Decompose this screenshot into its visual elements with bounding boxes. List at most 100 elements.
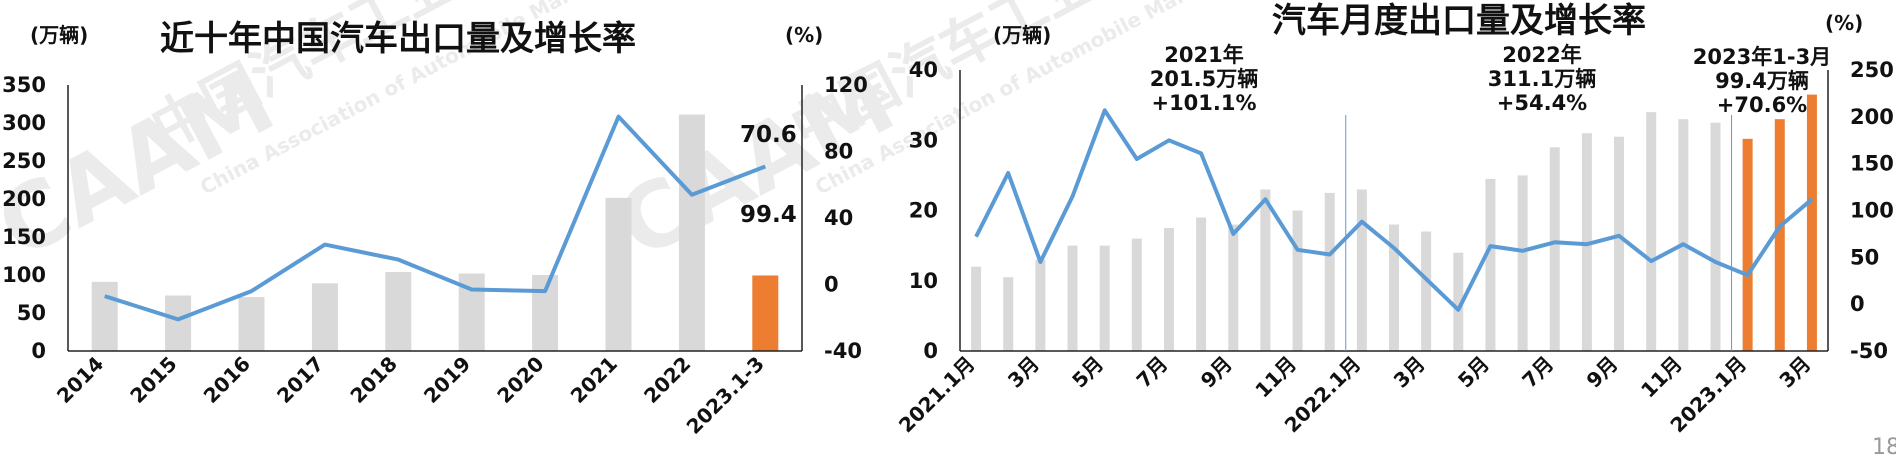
right-tick-label: 40 (824, 206, 853, 230)
bar (1324, 192, 1335, 351)
category-tick-label: 2020 (492, 352, 548, 408)
bar (971, 266, 982, 351)
chart2-right-unit: (%) (1825, 11, 1863, 35)
left-tick-label: 250 (2, 149, 46, 173)
bar (1035, 259, 1046, 351)
chart1-label-volume: 99.4 (740, 202, 797, 228)
category-tick-label: 9月 (1196, 352, 1237, 393)
left-tick-label: 50 (17, 301, 46, 325)
category-tick-label: 7月 (1517, 352, 1558, 393)
left-tick-label: 20 (909, 199, 938, 223)
right-tick-label: 100 (1850, 199, 1894, 223)
growth-line (974, 108, 1814, 312)
category-tick-label: 3月 (1775, 352, 1816, 393)
category-tick-label: 11月 (1250, 352, 1301, 403)
right-tick-label: 0 (1850, 292, 1865, 316)
bar (1485, 178, 1496, 351)
bar (1549, 147, 1560, 351)
annotation-line: 99.4万辆 (1715, 69, 1809, 93)
bar (1099, 245, 1110, 351)
bar (1260, 189, 1271, 351)
annotation-line: +101.1% (1151, 91, 1256, 115)
annotation-line: +70.6% (1717, 93, 1807, 117)
category-tick-label: 2021.1月 (894, 352, 980, 438)
left-tick-label: 200 (2, 187, 46, 211)
chart1-left-unit: (万辆) (30, 23, 88, 47)
left-tick-label: 30 (909, 128, 938, 152)
left-tick-label: 300 (2, 111, 46, 135)
bar (1614, 136, 1625, 351)
left-tick-label: 150 (2, 225, 46, 249)
right-tick-label: -50 (1850, 339, 1888, 363)
category-tick-label: 3月 (1389, 352, 1430, 393)
chart1-label-growth: 70.6 (740, 122, 797, 148)
bar (1389, 224, 1399, 351)
category-tick-label: 2018 (345, 352, 401, 408)
chart2-growth-line (974, 108, 1814, 312)
right-tick-label: 120 (824, 73, 868, 97)
bar (311, 283, 338, 351)
category-tick-label: 2015 (125, 352, 181, 408)
bar (1163, 228, 1174, 351)
bar-highlight (752, 275, 779, 351)
chart1-title: 近十年中国汽车出口量及增长率 (160, 19, 636, 59)
bar (1356, 189, 1367, 351)
left-tick-label: 100 (2, 263, 46, 287)
annotation-line: 201.5万辆 (1150, 67, 1258, 91)
bar (165, 295, 192, 351)
chart1-growth-line (104, 114, 767, 322)
chart2-left-unit: (万辆) (993, 23, 1051, 47)
bar (1453, 252, 1464, 351)
category-tick-label: 5月 (1453, 352, 1494, 393)
bar (1678, 119, 1689, 351)
annotation-line: 2022年 (1502, 43, 1581, 67)
bar (605, 197, 632, 351)
bar (1131, 238, 1142, 351)
bar-highlight (1806, 94, 1817, 352)
bar (1581, 133, 1592, 351)
category-tick-label: 2021 (566, 352, 622, 408)
bar (1517, 175, 1528, 351)
category-tick-label: 2022 (639, 352, 695, 408)
chart2-axes (959, 70, 1829, 352)
left-tick-label: 40 (909, 58, 938, 82)
chart1-right-unit: (%) (785, 23, 823, 47)
category-tick-label: 5月 (1067, 352, 1108, 393)
category-tick-label: 2019 (419, 352, 475, 408)
right-tick-label: 80 (824, 140, 853, 164)
right-tick-label: 150 (1850, 152, 1894, 176)
annotation-line: 2023年1-3月 (1693, 45, 1831, 69)
left-tick-label: 0 (31, 339, 46, 363)
category-tick-label: 2014 (52, 352, 108, 408)
bar (238, 297, 265, 351)
bar (1067, 245, 1078, 351)
chart2-title: 汽车月度出口量及增长率 (1272, 1, 1646, 41)
bar-highlight (1742, 138, 1753, 351)
right-tick-label: 50 (1850, 245, 1879, 269)
right-tick-label: 200 (1850, 105, 1894, 129)
annotation-line: 2021年 (1164, 43, 1243, 67)
bar (1710, 122, 1721, 351)
bar (678, 114, 705, 352)
category-tick-label: 9月 (1582, 352, 1623, 393)
chart1-axes (67, 85, 803, 352)
annotation-line: +54.4% (1497, 91, 1587, 115)
category-tick-label: 11月 (1636, 352, 1687, 403)
category-tick-label: 2023.1-3 (682, 352, 769, 439)
bar-highlight (1774, 119, 1785, 351)
bar (1196, 217, 1207, 351)
bar (1421, 231, 1432, 351)
left-tick-label: 0 (923, 339, 938, 363)
bar (1228, 224, 1239, 351)
right-tick-label: 250 (1850, 58, 1894, 82)
annotation-line: 311.1万辆 (1488, 67, 1596, 91)
page-number: 18 (1872, 435, 1896, 460)
left-tick-label: 350 (2, 73, 46, 97)
bar (385, 271, 412, 351)
right-tick-label: 0 (824, 273, 839, 297)
bar (1292, 210, 1303, 351)
chart2-bars (971, 94, 1817, 352)
left-tick-label: 10 (909, 269, 938, 293)
